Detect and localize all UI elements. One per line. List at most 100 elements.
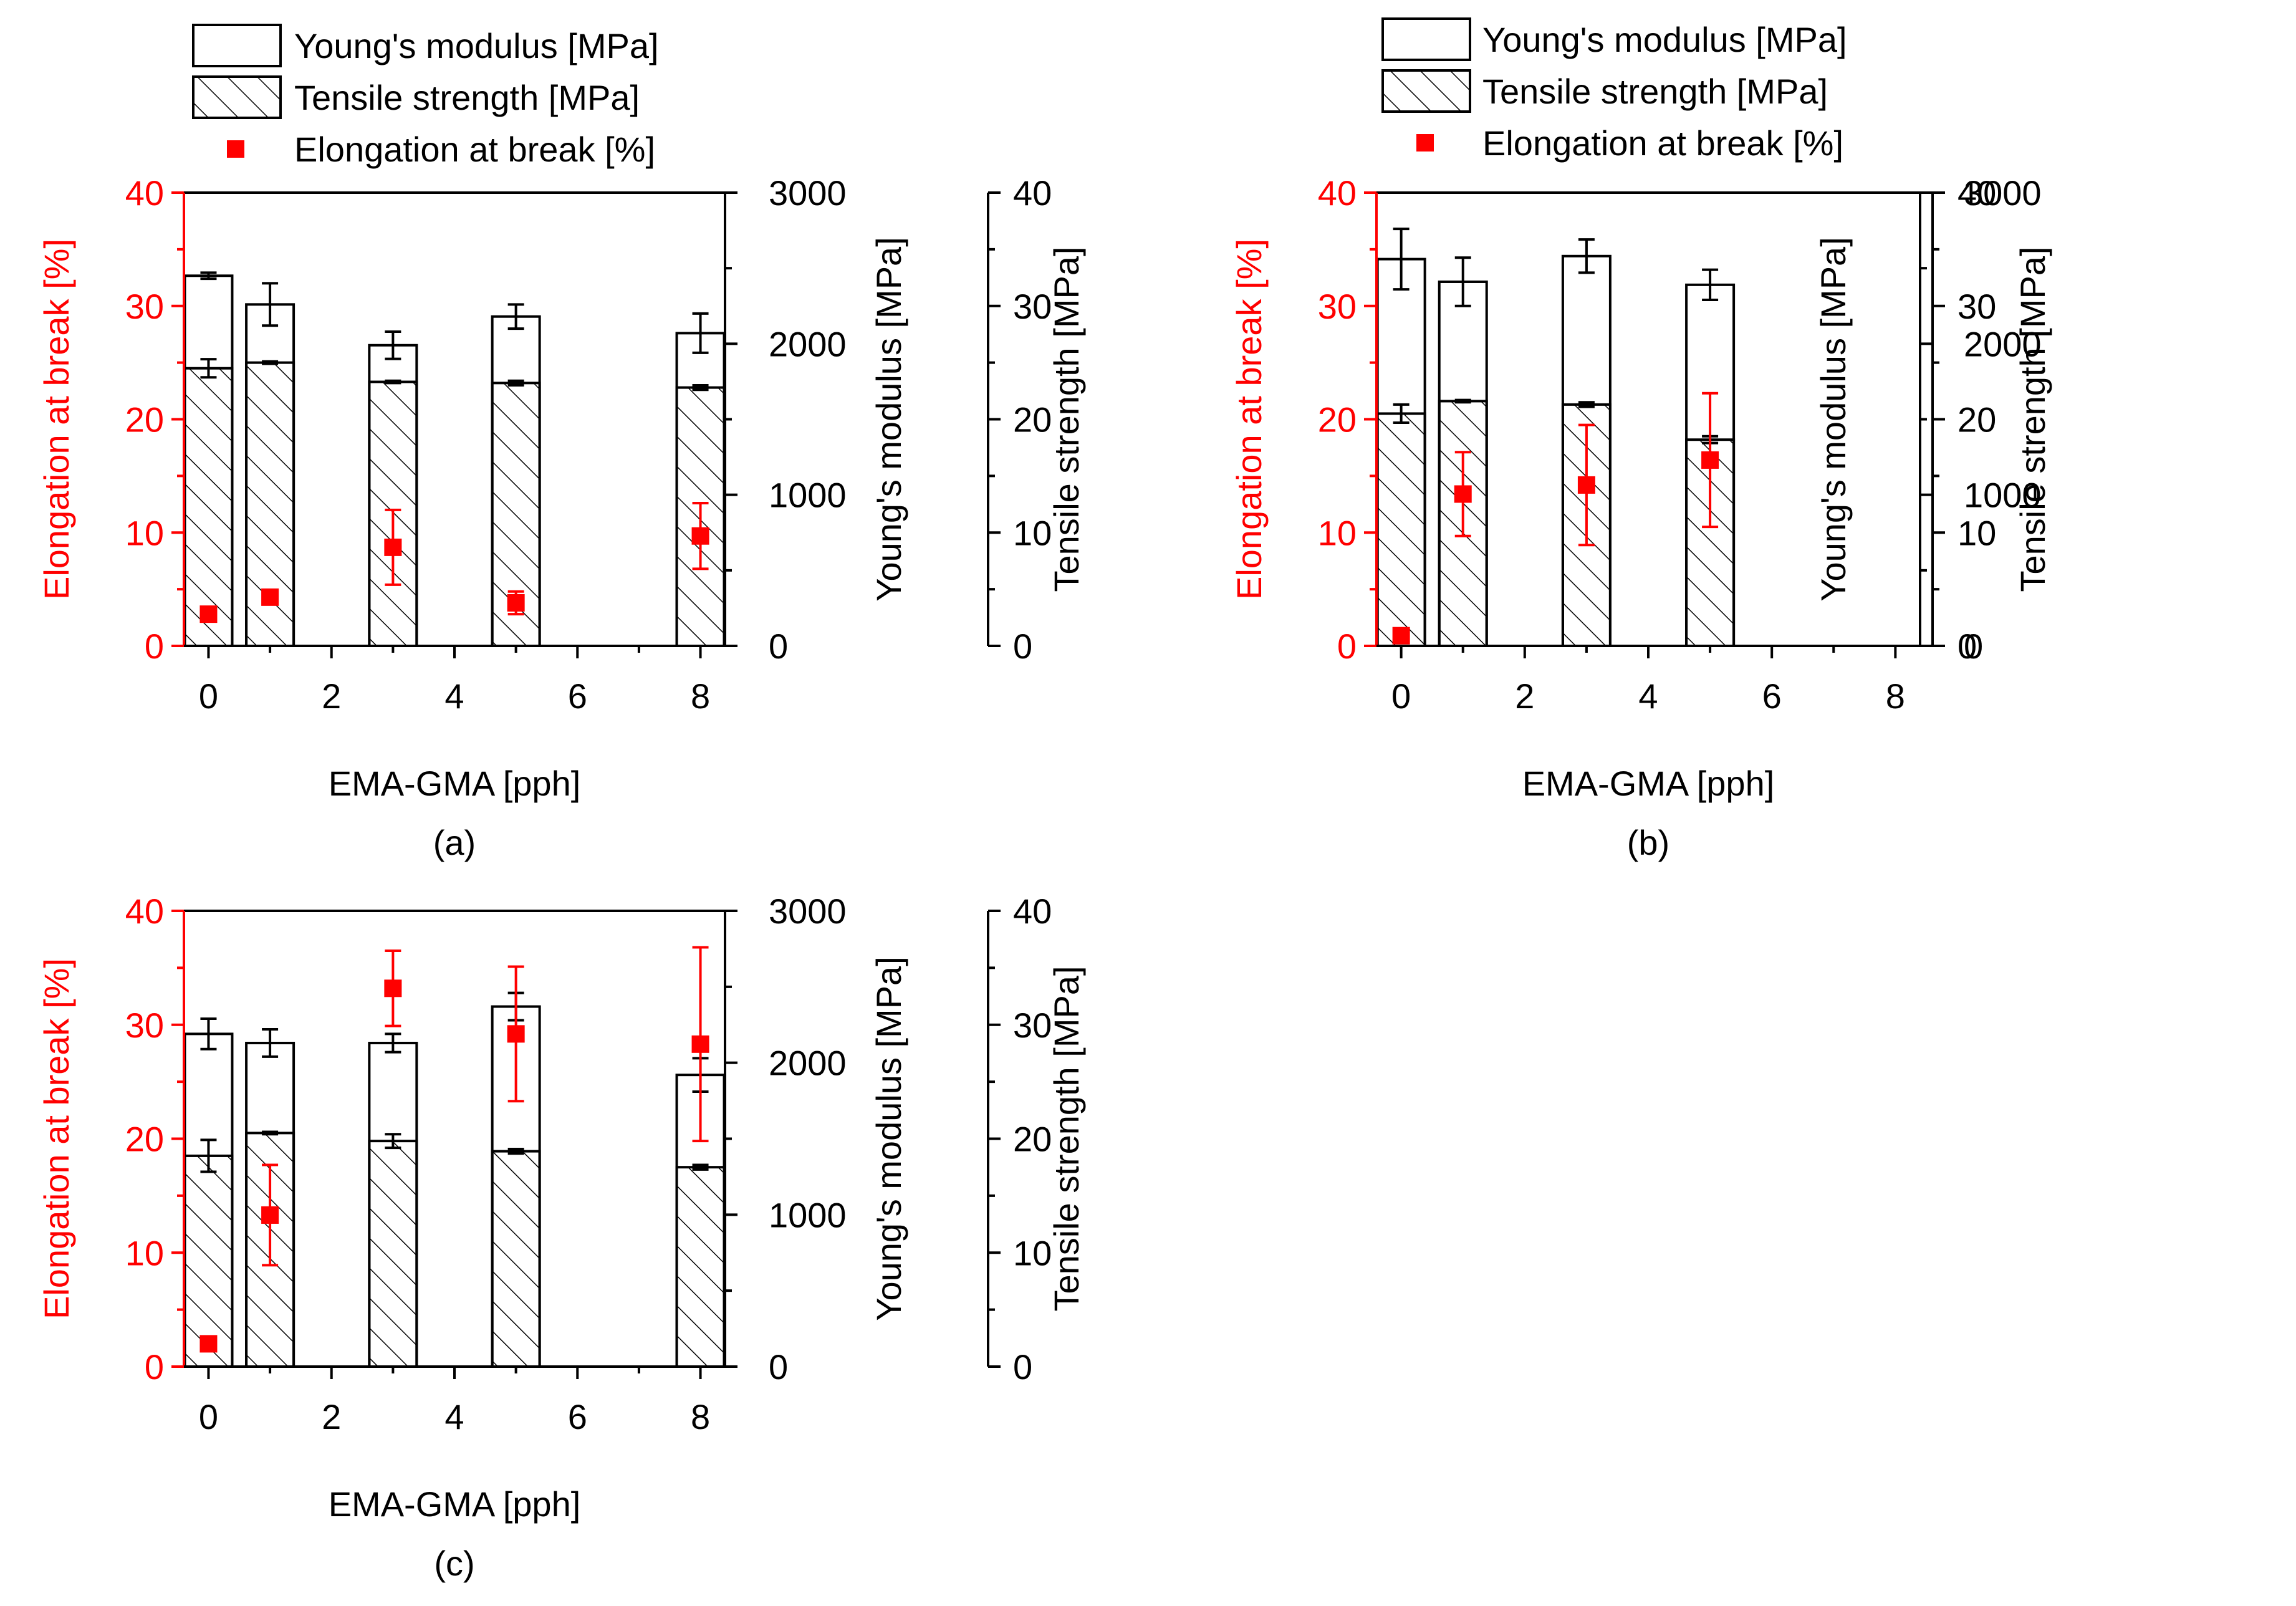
legend-elongation-marker — [1416, 134, 1434, 151]
tensile-axis-title: Tensile strength [MPa] — [1047, 246, 1086, 592]
elongation-tick-label: 0 — [1337, 627, 1357, 666]
elongation-point — [384, 538, 402, 556]
modulus-tick-label: 0 — [769, 1347, 788, 1387]
elongation-tick-label: 0 — [145, 627, 164, 666]
elongation-tick-label: 40 — [125, 173, 164, 213]
tensile-bar — [368, 1140, 418, 1368]
tensile-error-bar — [507, 1147, 524, 1155]
modulus-axis-title: Young's modulus [MPa] — [1813, 237, 1853, 602]
modulus-tick-label: 0 — [1964, 627, 1983, 666]
legend-elongation-label: Elongation at break [%] — [294, 130, 655, 169]
elongation-point — [261, 1206, 279, 1224]
modulus-tick-label: 3000 — [1964, 173, 2042, 213]
legend: Young's modulus [MPa] Tensile strength [M… — [192, 24, 659, 169]
tensile-tick-label: 30 — [1957, 287, 1996, 326]
tensile-tick-label: 20 — [1013, 1120, 1052, 1159]
modulus-error-bar — [200, 271, 217, 281]
tensile-axis-title: Tensile strength [MPa] — [1047, 966, 1086, 1311]
modulus-tick-label: 1000 — [769, 1195, 847, 1234]
x-tick-label: 0 — [199, 676, 218, 716]
tensile-error-bar — [200, 358, 217, 379]
elongation-tick-label: 30 — [1318, 287, 1357, 326]
elongation-point — [1392, 627, 1410, 645]
tensile-error-bar — [692, 383, 709, 392]
legend: Young's modulus [MPa] Tensile strength [M… — [1381, 17, 1847, 163]
legend-tensile-label: Tensile strength [MPa] — [294, 78, 640, 117]
tensile-bar — [1376, 412, 1426, 647]
modulus-error-bar — [1393, 228, 1410, 291]
elongation-tick-label: 0 — [145, 1347, 164, 1387]
elongation-tick-label: 30 — [125, 287, 164, 326]
elongation-tick-label: 40 — [125, 892, 164, 931]
x-tick-label: 4 — [444, 1397, 464, 1436]
tensile-tick-label: 30 — [1013, 287, 1052, 326]
elongation-tick-label: 10 — [125, 513, 164, 552]
elongation-point — [507, 1025, 525, 1043]
x-tick-label: 2 — [1515, 676, 1534, 716]
modulus-error-bar — [1454, 256, 1471, 307]
tensile-tick-label: 20 — [1013, 400, 1052, 440]
tensile-tick-label: 30 — [1013, 1006, 1052, 1045]
tensile-tick-label: 10 — [1957, 513, 1996, 552]
tensile-tick-label: 0 — [1013, 627, 1032, 666]
tensile-error-bar — [385, 1133, 401, 1150]
legend-modulus-swatch — [192, 24, 282, 67]
modulus-error-bar — [262, 1028, 279, 1058]
modulus-error-bar — [692, 312, 709, 354]
x-tick-label: 2 — [322, 676, 341, 716]
modulus-tick-label: 1000 — [1964, 476, 2042, 515]
tensile-bar — [183, 367, 234, 648]
tensile-error-bar — [1578, 401, 1595, 408]
tensile-bar — [675, 1166, 726, 1368]
elongation-tick-label: 30 — [125, 1006, 164, 1045]
tensile-tick-label: 0 — [1957, 627, 1977, 666]
tensile-error-bar — [385, 379, 401, 385]
elongation-point — [1454, 485, 1472, 503]
elongation-point — [691, 527, 709, 545]
modulus-tick-label: 2000 — [769, 324, 847, 363]
panel-label: (b) — [1627, 823, 1669, 862]
elongation-point — [199, 1335, 218, 1353]
elongation-point — [1577, 476, 1595, 494]
tensile-bar — [183, 1154, 234, 1368]
elongation-axis-title: Elongation at break [%] — [37, 958, 76, 1319]
panel-label: (c) — [434, 1544, 474, 1583]
modulus-error-bar — [1578, 238, 1595, 274]
tensile-tick-label: 0 — [1013, 1347, 1032, 1387]
tensile-tick-label: 10 — [1013, 513, 1052, 552]
legend-elongation-label: Elongation at break [%] — [1482, 123, 1843, 163]
modulus-axis-title: Young's modulus [MPa] — [869, 237, 908, 602]
elongation-tick-label: 10 — [1318, 513, 1357, 552]
elongation-tick-label: 10 — [125, 1233, 164, 1272]
tensile-error-bar — [200, 1138, 217, 1173]
tensile-error-bar — [692, 1163, 709, 1171]
x-axis-title: EMA-GMA [pph] — [329, 1484, 581, 1524]
x-tick-label: 4 — [1638, 676, 1658, 716]
elongation-tick-label: 40 — [1318, 173, 1357, 213]
tensile-axis-title: Tensile strength [MPa] — [2013, 246, 2052, 592]
legend-modulus-swatch — [1381, 17, 1471, 61]
x-tick-label: 6 — [568, 676, 587, 716]
x-tick-label: 8 — [1886, 676, 1905, 716]
elongation-tick-label: 20 — [1318, 400, 1357, 440]
x-tick-label: 6 — [1762, 676, 1782, 716]
elongation-tick-label: 20 — [125, 1120, 164, 1159]
elongation-axis-title: Elongation at break [%] — [1229, 239, 1269, 600]
elongation-point — [507, 594, 525, 612]
x-axis-title: EMA-GMA [pph] — [329, 764, 581, 803]
panel-a: Young's modulus [MPa] Tensile strength [M… — [37, 24, 1086, 862]
panel-label: (a) — [433, 823, 476, 862]
modulus-axis-title: Young's modulus [MPa] — [869, 956, 908, 1321]
elongation-tick-label: 20 — [125, 400, 164, 440]
elongation-point — [199, 605, 218, 623]
modulus-tick-label: 3000 — [769, 173, 847, 213]
legend-tensile-label: Tensile strength [MPa] — [1482, 72, 1828, 111]
x-axis-title: EMA-GMA [pph] — [1522, 764, 1775, 803]
x-tick-label: 6 — [568, 1397, 587, 1436]
x-tick-label: 4 — [444, 676, 464, 716]
modulus-tick-label: 2000 — [769, 1044, 847, 1083]
x-tick-label: 0 — [1391, 676, 1411, 716]
tensile-tick-label: 40 — [1013, 173, 1052, 213]
modulus-tick-label: 3000 — [769, 892, 847, 931]
